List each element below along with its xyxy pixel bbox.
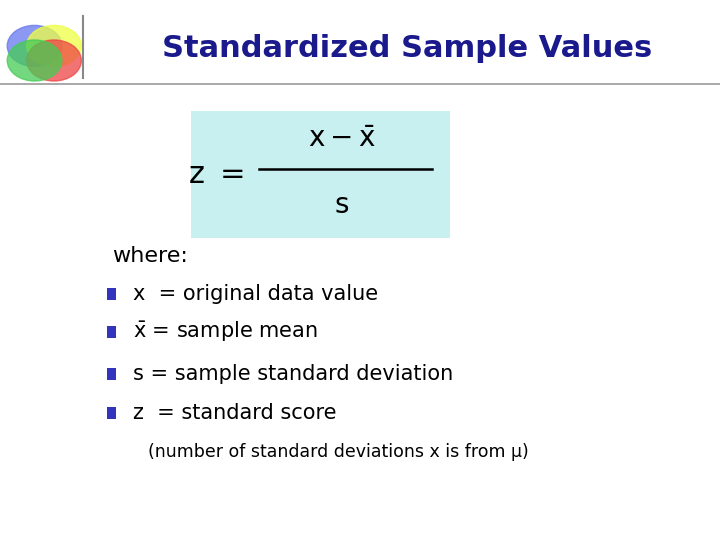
Text: z  = standard score: z = standard score [133, 403, 337, 423]
Bar [107, 326, 116, 338]
Circle shape [7, 40, 62, 81]
Circle shape [7, 25, 62, 66]
Text: (number of standard deviations x is from μ): (number of standard deviations x is from… [148, 443, 528, 461]
FancyBboxPatch shape [191, 111, 450, 238]
Text: $\mathsf{x - \bar{x}}$: $\mathsf{x - \bar{x}}$ [308, 125, 376, 153]
Circle shape [27, 40, 81, 81]
Text: where:: where: [112, 246, 187, 267]
Text: $\mathsf{s}$: $\mathsf{s}$ [334, 192, 350, 219]
Bar [107, 368, 116, 380]
Bar [107, 407, 116, 419]
Text: x  = original data value: x = original data value [133, 284, 378, 305]
Bar [107, 288, 116, 300]
Text: Standardized Sample Values: Standardized Sample Values [162, 34, 652, 63]
Text: $\bar{\mathrm{x}}$ = sample mean: $\bar{\mathrm{x}}$ = sample mean [133, 320, 318, 344]
Text: $\mathsf{z\ =}$: $\mathsf{z\ =}$ [188, 160, 244, 188]
Circle shape [27, 25, 81, 66]
Text: s = sample standard deviation: s = sample standard deviation [133, 363, 454, 384]
